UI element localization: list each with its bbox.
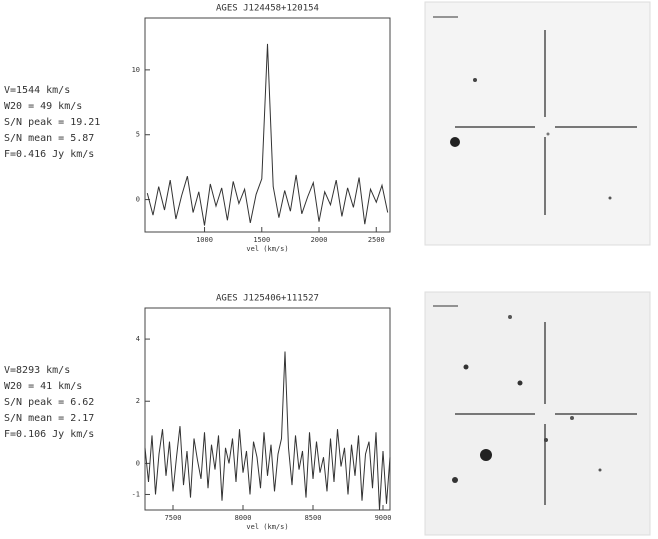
parameter-text: S/N mean = 5.87 [4, 133, 94, 144]
parameter-text: S/N mean = 2.17 [4, 413, 94, 424]
x-tick-label: 2500 [368, 236, 385, 244]
parameter-text: V=1544 km/s [4, 85, 70, 96]
y-tick-label: 0 [136, 459, 140, 467]
parameter-text: V=8293 km/s [4, 365, 70, 376]
y-tick-label: 10 [132, 66, 140, 74]
x-tick-label: 8500 [305, 514, 322, 522]
parameter-text: S/N peak = 19.21 [4, 117, 100, 128]
y-tick-label: 2 [136, 397, 140, 405]
x-axis-label: vel (km/s) [246, 245, 288, 253]
x-tick-label: 9000 [375, 514, 392, 522]
parameter-text: F=0.106 Jy km/s [4, 429, 94, 440]
y-tick-label: 4 [136, 335, 140, 343]
x-tick-label: 1000 [196, 236, 213, 244]
plot-frame [144, 307, 391, 511]
x-tick-label: 8000 [235, 514, 252, 522]
parameter-text: F=0.416 Jy km/s [4, 149, 94, 160]
x-axis-label: vel (km/s) [246, 523, 288, 531]
y-tick-label: 5 [136, 131, 140, 139]
parameter-text: W20 = 49 km/s [4, 101, 82, 112]
x-tick-label: 1500 [253, 236, 270, 244]
plot-title: AGES J125406+111527 [216, 294, 319, 304]
parameter-text: S/N peak = 6.62 [4, 397, 94, 408]
optical-image [424, 291, 651, 536]
plot-frame [144, 17, 391, 233]
y-tick-label: 0 [136, 196, 140, 204]
plot-title: AGES J124458+120154 [216, 4, 319, 14]
y-tick-label: -1 [132, 490, 140, 498]
optical-image [424, 1, 651, 246]
spectrum-line [144, 351, 391, 511]
spectrum-line [146, 43, 389, 226]
x-tick-label: 2000 [311, 236, 328, 244]
x-tick-label: 7500 [165, 514, 182, 522]
parameter-text: W20 = 41 km/s [4, 381, 82, 392]
